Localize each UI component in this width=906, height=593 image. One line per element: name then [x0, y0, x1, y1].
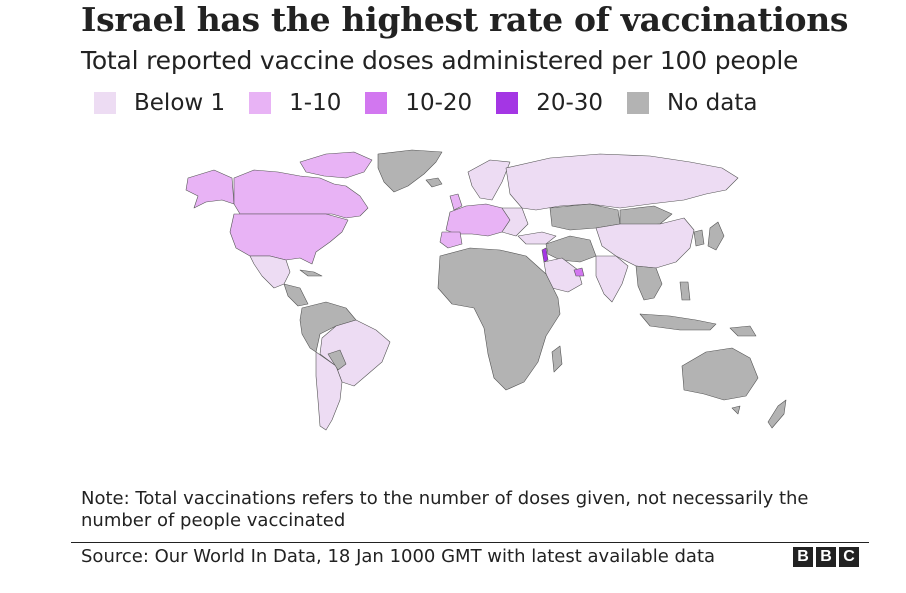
region-madagascar — [551, 345, 563, 373]
region-uk — [449, 193, 463, 211]
region-southeast-asia — [635, 265, 663, 301]
legend-item-no-data: No data — [627, 88, 757, 118]
bbc-logo-letter: C — [839, 547, 859, 567]
region-cuba — [299, 269, 323, 277]
region-south-america-north — [299, 301, 357, 353]
region-usa — [229, 213, 349, 265]
legend-item-below-1: Below 1 — [94, 88, 225, 118]
region-new-zealand — [767, 399, 787, 429]
region-uae — [573, 267, 585, 277]
region-philippines — [679, 281, 691, 301]
legend-item-10-20: 10-20 — [365, 88, 472, 118]
region-australia — [681, 347, 759, 401]
legend-swatch-below-1 — [94, 92, 116, 114]
region-turkey — [517, 231, 557, 245]
region-china — [595, 217, 695, 269]
region-india — [595, 255, 629, 303]
region-paraguay-bolivia — [327, 349, 347, 371]
legend-item-20-30: 20-30 — [496, 88, 603, 118]
region-central-america — [283, 283, 309, 307]
region-tasmania — [731, 405, 741, 415]
chart-title: Israel has the highest rate of vaccinati… — [81, 0, 849, 39]
legend-label-10-20: 10-20 — [405, 90, 473, 116]
region-indonesia — [639, 313, 717, 331]
legend-label-no-data: No data — [667, 90, 758, 116]
region-greenland — [377, 149, 443, 193]
region-png — [729, 325, 757, 337]
region-middle-east — [545, 235, 597, 263]
legend-label-20-30: 20-30 — [536, 90, 604, 116]
region-korea — [693, 229, 705, 247]
region-africa — [437, 247, 561, 391]
region-southern-cone — [315, 351, 343, 431]
legend-label-below-1: Below 1 — [134, 90, 226, 116]
region-mexico — [249, 255, 291, 289]
legend-swatch-no-data — [627, 92, 650, 114]
footer-divider — [71, 542, 869, 543]
world-map — [185, 149, 787, 431]
legend-item-1-10: 1-10 — [249, 88, 341, 118]
legend: Below 1 1-10 10-20 20-30 No data — [94, 88, 781, 118]
region-iberia — [439, 231, 463, 249]
bbc-logo-letter: B — [816, 547, 836, 567]
region-scandinavia — [467, 159, 511, 201]
legend-swatch-10-20 — [365, 92, 388, 114]
chart-subtitle: Total reported vaccine doses administere… — [81, 46, 799, 75]
chart-source: Source: Our World In Data, 18 Jan 1000 G… — [81, 546, 716, 567]
legend-label-1-10: 1-10 — [289, 90, 342, 116]
bbc-logo: B B C — [790, 547, 859, 567]
region-alaska — [185, 169, 235, 209]
legend-swatch-1-10 — [249, 92, 272, 114]
chart-note: Note: Total vaccinations refers to the n… — [81, 488, 809, 531]
legend-swatch-20-30 — [496, 92, 519, 114]
region-russia — [505, 153, 739, 211]
bbc-logo-letter: B — [793, 547, 813, 567]
region-canada-arctic — [299, 151, 373, 179]
region-japan — [707, 221, 725, 251]
region-israel — [541, 247, 549, 263]
region-iceland — [425, 177, 443, 188]
